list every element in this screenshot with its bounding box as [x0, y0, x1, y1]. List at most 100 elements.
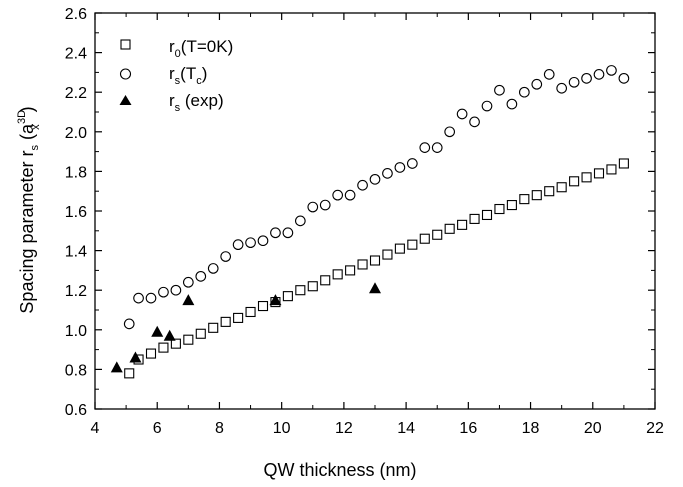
svg-text:rs (exp): rs (exp)	[169, 91, 224, 114]
x-tick-label: 20	[584, 420, 602, 437]
data-point-square	[170, 338, 181, 349]
data-point-square	[295, 285, 306, 296]
y-tick-label: 1.4	[65, 244, 87, 261]
data-point-square	[220, 316, 231, 327]
y-axis-title-sub: s	[29, 144, 41, 150]
data-point-square	[369, 255, 381, 266]
y-tick-label: 0.8	[65, 362, 87, 379]
legend-label-sub: 0	[175, 48, 181, 60]
data-point-circle	[344, 189, 356, 201]
data-point-circle	[506, 98, 518, 110]
data-point-circle	[406, 158, 418, 169]
legend-marker-circle	[119, 68, 132, 80]
legend-label-main: r	[169, 37, 175, 56]
data-point-square	[282, 291, 293, 302]
legend-label-sub2: c	[196, 75, 202, 87]
data-point-circle	[220, 251, 232, 262]
legend-label-main: r	[169, 64, 175, 83]
legend-marker-triangle	[119, 95, 132, 105]
legend-label-main: r	[169, 91, 175, 110]
data-point-circle	[133, 292, 144, 304]
data-point-square	[345, 265, 356, 276]
x-tick-label: 6	[153, 420, 162, 437]
x-axis: 4 6 8 10 12 14 16 18 20 22	[91, 13, 664, 437]
data-point-circle	[531, 78, 543, 90]
data-point-square	[419, 233, 430, 244]
legend-label-rest: (T=0K)	[181, 37, 233, 56]
y-tick-label: 0.6	[65, 402, 87, 419]
y-tick-label: 1.6	[65, 204, 87, 221]
data-point-triangle	[369, 282, 381, 294]
y-axis: 0.6 0.8 1.0 1.2 1.4 1.6 1.8 2.0 2.2 2.4 2.6	[65, 6, 655, 419]
data-point-square	[332, 269, 343, 280]
data-point-circle	[556, 82, 568, 94]
y-tick-label: 1.2	[65, 283, 87, 300]
y-axis-title-paren-open: (a	[17, 123, 37, 145]
data-point-triangle	[163, 329, 176, 341]
plot-frame	[94, 12, 656, 410]
x-tick-label: 4	[91, 420, 100, 437]
data-point-square	[506, 200, 517, 211]
data-point-square	[606, 164, 617, 175]
data-point-circle	[158, 286, 169, 298]
data-point-circle	[444, 126, 456, 138]
data-point-square	[544, 186, 555, 197]
data-point-circle	[282, 227, 294, 239]
data-point-square	[257, 300, 269, 312]
data-point-square	[145, 348, 157, 359]
data-point-square	[531, 190, 542, 201]
data-point-square	[357, 259, 368, 270]
data-point-circle	[170, 284, 182, 296]
legend-item-r0: r0(T=0K)	[120, 37, 233, 60]
data-point-triangle	[182, 294, 195, 306]
y-tick-label: 1.0	[65, 323, 87, 340]
data-point-square	[581, 172, 592, 183]
legend-item-rs-exp: rs (exp)	[119, 91, 224, 114]
y-axis-title-sub2: x	[30, 124, 42, 130]
data-point-square	[394, 243, 405, 254]
data-point-square	[233, 312, 244, 323]
data-point-square	[195, 328, 206, 339]
data-point-circle	[195, 270, 207, 282]
data-point-circle	[618, 72, 630, 84]
data-point-circle	[207, 263, 219, 274]
data-point-square	[569, 176, 580, 187]
data-point-square	[124, 368, 135, 379]
legend-label-rest2: )	[202, 64, 208, 83]
x-tick-label: 16	[459, 420, 477, 437]
data-point-triangle	[151, 325, 164, 337]
x-axis-title: QW thickness (nm)	[263, 460, 416, 480]
series-rs_exp	[110, 282, 381, 373]
y-tick-label: 2.6	[65, 6, 87, 23]
x-tick-label: 10	[273, 420, 291, 437]
data-markers	[110, 65, 630, 379]
data-point-circle	[431, 142, 443, 153]
y-axis-title-sup: 3D	[16, 110, 28, 124]
data-point-square	[481, 209, 493, 221]
data-point-square	[469, 213, 480, 224]
y-axis-title-paren-close: )	[17, 106, 37, 112]
data-point-circle	[606, 65, 617, 76]
svg-text:r0(T=0K): r0(T=0K)	[169, 37, 233, 60]
legend-label-sub: s	[175, 75, 181, 87]
plot-border	[94, 12, 656, 410]
data-point-square	[407, 239, 418, 250]
data-point-circle	[456, 108, 468, 120]
data-point-circle	[568, 76, 580, 88]
legend-item-rs-tc: rs(Tc)	[119, 64, 208, 87]
data-point-circle	[593, 69, 605, 80]
data-point-circle	[357, 179, 368, 191]
x-tick-label: 22	[646, 420, 664, 437]
x-tick-label: 18	[522, 420, 540, 437]
series-r0	[124, 158, 629, 379]
data-point-circle	[245, 237, 256, 249]
y-axis-title: Spacing parameter rs (a3Dx)	[16, 106, 42, 313]
data-point-square	[245, 306, 256, 318]
data-point-triangle	[110, 361, 123, 373]
data-point-square	[307, 281, 318, 292]
data-point-circle	[123, 318, 135, 330]
data-point-triangle	[269, 294, 282, 306]
data-point-square	[382, 249, 393, 260]
data-point-square	[444, 223, 455, 234]
